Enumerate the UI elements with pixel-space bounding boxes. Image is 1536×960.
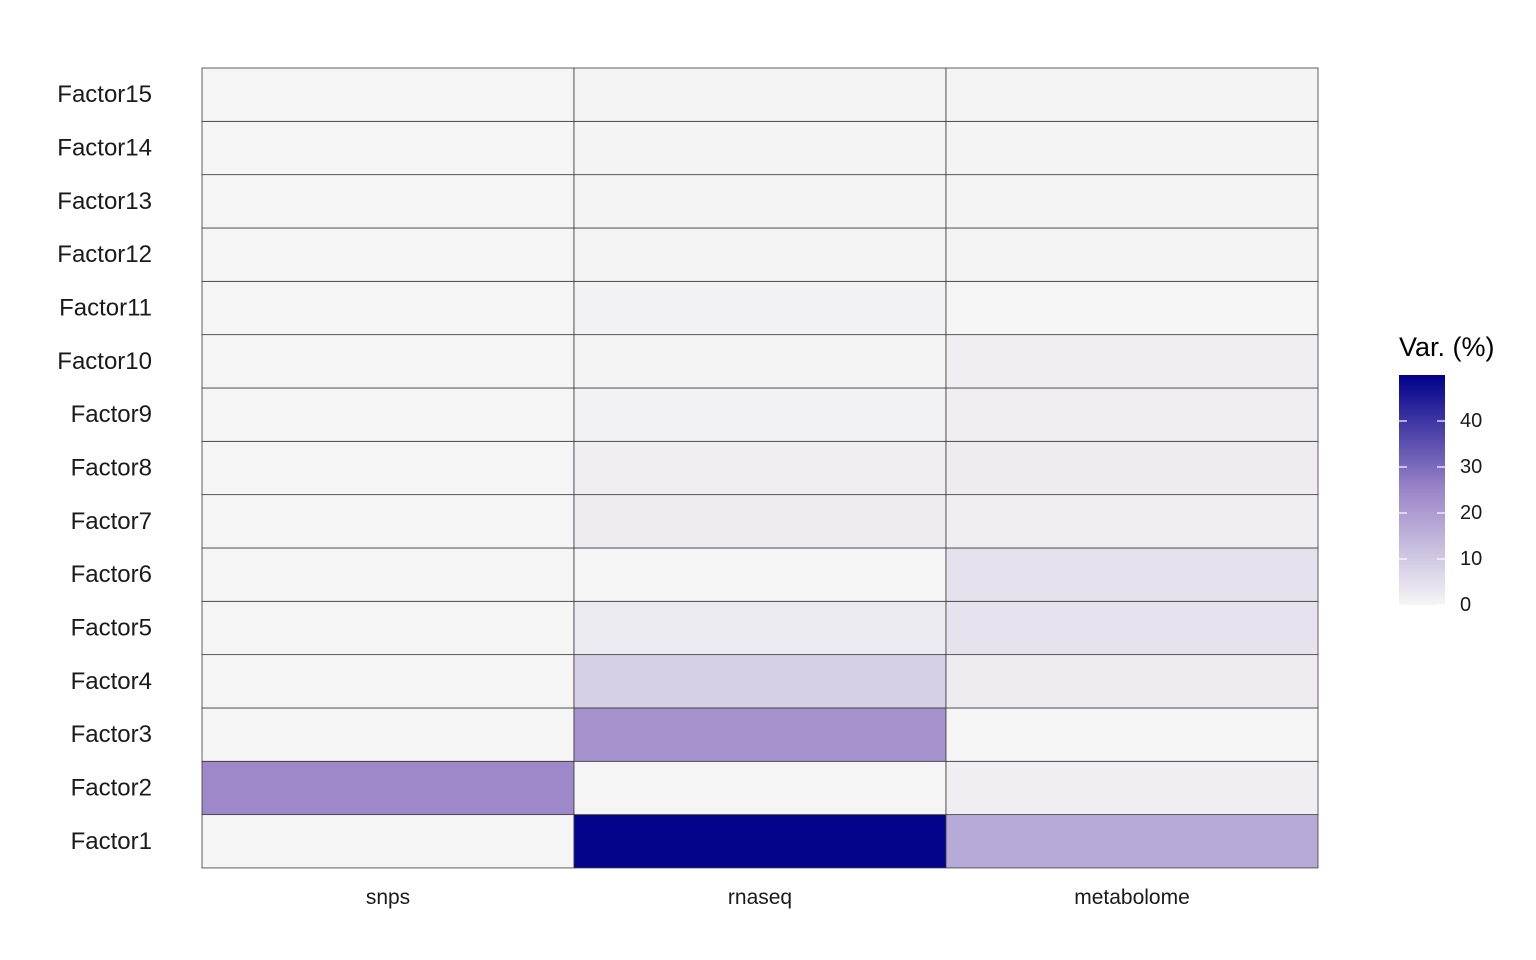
y-tick-label: Factor12 — [57, 241, 152, 268]
heatmap-cell — [201, 120, 575, 176]
heatmap-cell — [201, 387, 575, 442]
heatmap-cell — [573, 387, 947, 442]
y-tick-label: Factor3 — [71, 721, 152, 748]
y-tick-label: Factor7 — [71, 508, 152, 535]
y-tick-label: Factor11 — [59, 294, 152, 321]
heatmap-cell — [201, 440, 575, 496]
legend-ticks: 0 10 20 30 40 — [1399, 410, 1482, 616]
x-axis-labels: snps rnaseq metabolome — [366, 886, 1190, 909]
heatmap-cell — [201, 600, 575, 656]
y-tick-label: Factor14 — [57, 134, 152, 161]
x-tick-label: rnaseq — [728, 886, 792, 909]
legend-colorbar — [1399, 375, 1445, 605]
x-tick-label: metabolome — [1074, 886, 1190, 909]
heatmap-cells — [201, 67, 1319, 869]
y-tick-label: Factor13 — [57, 188, 152, 215]
heatmap-cell — [573, 654, 947, 709]
heatmap-cell — [573, 440, 947, 496]
heatmap-cell — [573, 814, 947, 869]
heatmap-cell — [945, 600, 1319, 656]
y-tick-label: Factor6 — [71, 561, 152, 588]
heatmap-cell — [201, 67, 575, 122]
heatmap-cell — [573, 334, 947, 389]
heatmap-cell — [201, 814, 575, 869]
heatmap-cell — [945, 707, 1319, 762]
heatmap-cell — [201, 654, 575, 709]
heatmap-cell — [573, 227, 947, 282]
legend-tick-label: 40 — [1460, 410, 1482, 432]
legend-tick-label: 10 — [1460, 548, 1482, 570]
heatmap-cell — [573, 547, 947, 602]
heatmap-cell — [945, 494, 1319, 549]
heatmap-cell — [945, 334, 1319, 389]
heatmap-cell — [201, 174, 575, 229]
heatmap-cell — [573, 120, 947, 176]
heatmap-cell — [573, 280, 947, 336]
heatmap-cell — [201, 547, 575, 602]
heatmap-cell — [945, 654, 1319, 709]
heatmap-cell — [573, 174, 947, 229]
heatmap-cell — [201, 334, 575, 389]
heatmap-cell — [201, 227, 575, 282]
heatmap-cell — [573, 600, 947, 656]
y-tick-label: Factor4 — [71, 668, 152, 695]
legend: Var. (%) 0 10 20 30 40 — [1399, 332, 1495, 616]
heatmap-cell — [945, 547, 1319, 602]
heatmap-cell — [945, 387, 1319, 442]
heatmap-cell — [573, 494, 947, 549]
legend-title: Var. (%) — [1399, 332, 1495, 362]
heatmap-cell — [573, 67, 947, 122]
heatmap-cell — [945, 440, 1319, 496]
y-tick-label: Factor15 — [57, 81, 152, 108]
y-tick-label: Factor5 — [71, 614, 152, 641]
y-tick-label: Factor9 — [71, 401, 152, 428]
heatmap-cell — [945, 227, 1319, 282]
y-tick-label: Factor2 — [71, 774, 152, 801]
heatmap-cell — [945, 814, 1319, 869]
heatmap-cell — [201, 760, 575, 816]
y-tick-label: Factor1 — [71, 828, 152, 855]
heatmap-cell — [201, 280, 575, 336]
heatmap-cell — [945, 174, 1319, 229]
x-tick-label: snps — [366, 886, 410, 909]
heatmap-cell — [945, 760, 1319, 816]
y-tick-label: Factor8 — [71, 454, 152, 481]
heatmap-cell — [573, 760, 947, 816]
heatmap-cell — [201, 494, 575, 549]
heatmap-cell — [573, 707, 947, 762]
heatmap-cell — [201, 707, 575, 762]
heatmap-cell — [945, 120, 1319, 176]
legend-tick-label: 0 — [1460, 594, 1471, 616]
y-axis-labels: Factor1 Factor2 Factor3 Factor4 Factor5 Facto… — [57, 81, 152, 855]
heatmap-cell — [945, 280, 1319, 336]
y-tick-label: Factor10 — [57, 348, 152, 375]
legend-tick-label: 20 — [1460, 502, 1482, 524]
legend-tick-label: 30 — [1460, 456, 1482, 478]
heatmap-cell — [945, 67, 1319, 122]
